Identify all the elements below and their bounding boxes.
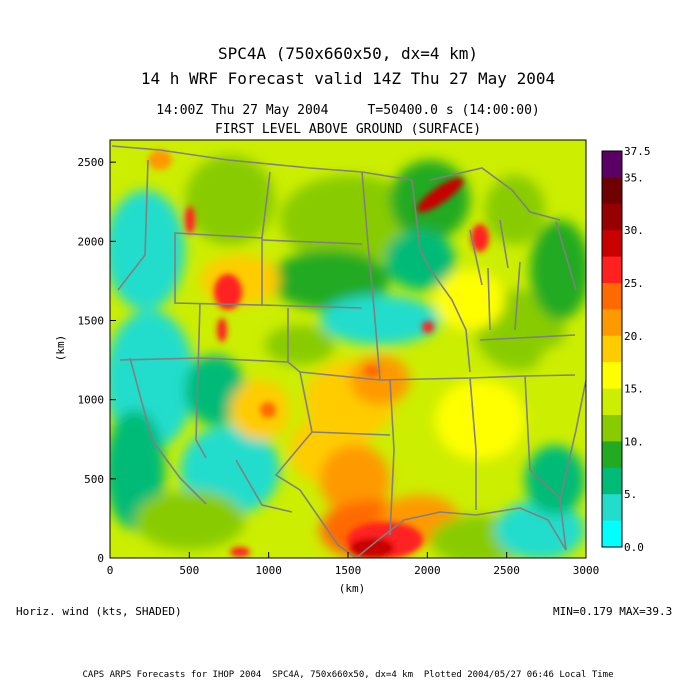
subtitle-line-1: 14:00Z Thu 27 May 2004 T=50400.0 s (14:0… bbox=[156, 103, 540, 118]
colorbar-segment bbox=[602, 309, 622, 337]
x-tick-label: 2500 bbox=[493, 564, 520, 577]
y-tick-label: 1500 bbox=[78, 315, 105, 328]
y-tick-label: 0 bbox=[97, 552, 104, 565]
x-tick-label: 1500 bbox=[335, 564, 362, 577]
y-tick-label: 2000 bbox=[78, 235, 105, 248]
colorbar-segment bbox=[602, 177, 622, 205]
colorbar-segment bbox=[602, 335, 622, 363]
colorbar-label: 5. bbox=[624, 488, 637, 501]
colorbar-segment bbox=[602, 230, 622, 258]
y-tick-label: 2500 bbox=[78, 156, 105, 169]
y-tick-label: 1000 bbox=[78, 394, 105, 407]
min-max-label: MIN=0.179 MAX=39.3 bbox=[553, 605, 673, 618]
colorbar-label: 15. bbox=[624, 383, 644, 396]
state-boundaries bbox=[111, 145, 586, 558]
x-tick-label: 3000 bbox=[573, 564, 600, 577]
colorbar-label: 10. bbox=[624, 435, 644, 448]
title-line-2: 14 h WRF Forecast valid 14Z Thu 27 May 2… bbox=[140, 69, 556, 88]
colorbar-label: 0.0 bbox=[624, 541, 644, 554]
x-tick-label: 1000 bbox=[255, 564, 282, 577]
colorbar-segment bbox=[602, 151, 622, 178]
colorbar-label: 37.5 bbox=[624, 145, 651, 158]
colorbar-segment bbox=[602, 283, 622, 310]
x-tick-label: 0 bbox=[107, 564, 114, 577]
colorbar-segment bbox=[602, 441, 622, 469]
y-axis-label: (km) bbox=[54, 335, 67, 362]
colorbar-segment bbox=[602, 415, 622, 442]
colorbar-segment bbox=[602, 520, 622, 548]
colorbar-segment bbox=[602, 494, 622, 522]
footer-credit: CAPS ARPS Forecasts for IHOP 2004 SPC4A,… bbox=[82, 670, 614, 680]
colorbar-label: 25. bbox=[624, 277, 644, 290]
colorbar-label: 30. bbox=[624, 224, 644, 237]
colorbar-segment bbox=[602, 467, 622, 495]
x-tick-label: 500 bbox=[179, 564, 199, 577]
x-axis-label: (km) bbox=[339, 582, 366, 595]
variable-label: Horiz. wind (kts, SHADED) bbox=[16, 605, 182, 618]
colorbar-segment bbox=[602, 388, 622, 416]
colorbar-segment bbox=[602, 362, 622, 390]
colorbar-frame bbox=[601, 150, 623, 548]
colorbar bbox=[602, 151, 622, 548]
title-line-1: SPC4A (750x660x50, dx=4 km) bbox=[217, 44, 479, 63]
colorbar-label: 20. bbox=[624, 330, 644, 343]
colorbar-label: 35. bbox=[624, 171, 644, 184]
x-tick-label: 2000 bbox=[414, 564, 441, 577]
colorbar-segment bbox=[602, 256, 622, 284]
y-tick-label: 500 bbox=[84, 473, 104, 486]
wind-field-shading bbox=[110, 140, 586, 558]
subtitle-line-2: FIRST LEVEL ABOVE GROUND (SURFACE) bbox=[214, 122, 482, 137]
colorbar-segment bbox=[602, 203, 622, 231]
